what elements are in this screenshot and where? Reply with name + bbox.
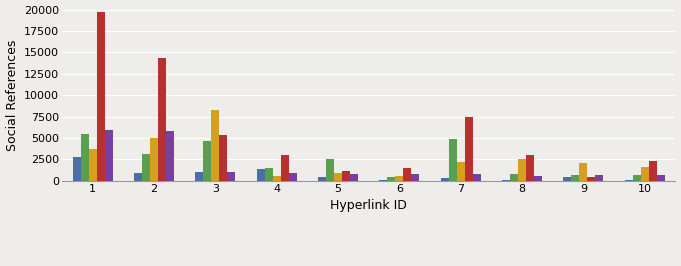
Bar: [625, 180, 633, 181]
Bar: [403, 168, 411, 181]
Bar: [97, 12, 105, 181]
Bar: [526, 155, 534, 181]
Bar: [195, 172, 204, 181]
Bar: [580, 163, 588, 181]
Bar: [73, 157, 81, 181]
Bar: [289, 173, 297, 181]
Bar: [211, 110, 219, 181]
Bar: [411, 174, 419, 181]
Bar: [166, 131, 174, 181]
Bar: [204, 141, 211, 181]
Bar: [158, 58, 166, 181]
Bar: [265, 168, 272, 181]
Bar: [441, 178, 449, 181]
Bar: [89, 149, 97, 181]
Bar: [502, 180, 510, 181]
Bar: [81, 134, 89, 181]
Bar: [595, 175, 603, 181]
Legend: Google Plus, Facebook, Twitter, Delicious, SocialRank: Google Plus, Facebook, Twitter, Deliciou…: [156, 264, 582, 266]
Bar: [633, 175, 641, 181]
Bar: [227, 172, 236, 181]
Bar: [334, 173, 342, 181]
Bar: [219, 135, 227, 181]
Bar: [281, 155, 289, 181]
Bar: [342, 171, 350, 181]
Bar: [134, 173, 142, 181]
Bar: [588, 177, 595, 181]
Bar: [649, 161, 656, 181]
Bar: [534, 176, 542, 181]
Bar: [326, 159, 334, 181]
Bar: [464, 117, 473, 181]
Bar: [105, 130, 112, 181]
Bar: [272, 176, 281, 181]
Bar: [473, 174, 481, 181]
Bar: [387, 177, 396, 181]
X-axis label: Hyperlink ID: Hyperlink ID: [330, 199, 407, 212]
Bar: [457, 162, 464, 181]
Bar: [318, 177, 326, 181]
Bar: [257, 169, 265, 181]
Bar: [656, 175, 665, 181]
Bar: [449, 139, 457, 181]
Bar: [641, 167, 649, 181]
Bar: [350, 174, 358, 181]
Bar: [571, 175, 580, 181]
Bar: [563, 177, 571, 181]
Y-axis label: Social References: Social References: [5, 40, 18, 151]
Bar: [150, 138, 158, 181]
Bar: [396, 176, 403, 181]
Bar: [379, 180, 387, 181]
Bar: [518, 159, 526, 181]
Bar: [142, 154, 150, 181]
Bar: [510, 174, 518, 181]
